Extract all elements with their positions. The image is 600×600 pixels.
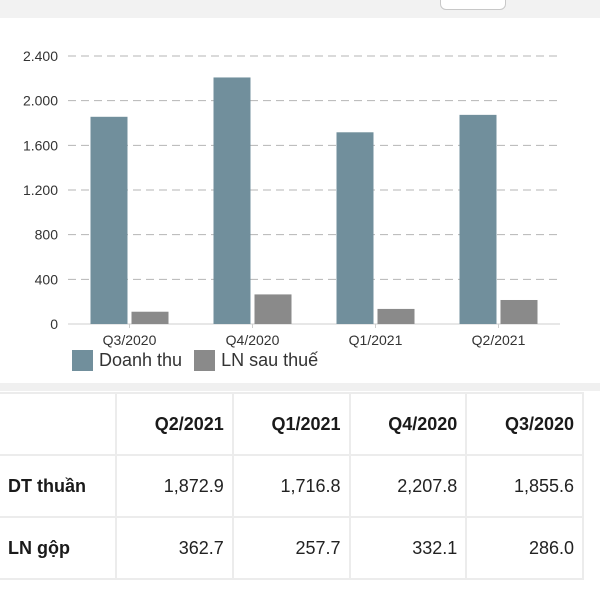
chart-legend: Doanh thu LN sau thuế [72, 348, 330, 372]
bar-revenue [336, 132, 374, 324]
column-header: Q2/2021 [115, 392, 234, 456]
table-header-row: Q2/2021 Q1/2021 Q4/2020 Q3/2020 [0, 392, 584, 456]
bar-revenue [90, 116, 128, 324]
y-tick-label: 2.000 [23, 93, 58, 109]
table-row: DT thuần 1,872.9 1,716.8 2,207.8 1,855.6 [0, 454, 584, 518]
y-tick-label: 1.600 [23, 137, 58, 153]
column-header: Q1/2021 [231, 392, 351, 456]
bar-profit [131, 311, 169, 324]
bar-revenue [459, 114, 497, 324]
table-cell: 362.7 [115, 516, 234, 580]
legend-item-revenue[interactable]: Doanh thu [72, 349, 183, 371]
y-tick-label: 800 [35, 227, 59, 243]
table-corner-cell [0, 392, 117, 456]
bar-chart: 0 400 800 1.200 1.600 2.000 2.400 Q3/2020 Q4/202… [23, 48, 560, 348]
y-tick-label: 1.200 [23, 182, 58, 198]
legend-swatch-revenue [72, 349, 93, 371]
top-action-button[interactable] [440, 0, 506, 10]
legend-swatch-profit [194, 349, 216, 371]
bar-profit [377, 308, 415, 324]
financial-table: Q2/2021 Q1/2021 Q4/2020 Q3/2020 DT thuần… [0, 392, 584, 580]
table-cell: 286.0 [465, 516, 584, 580]
x-tick-label: Q4/2020 [226, 332, 280, 348]
table-cell: 1,855.6 [465, 454, 584, 518]
bar-revenue [213, 77, 251, 324]
x-tick-label: Q1/2021 [349, 332, 403, 348]
row-label: LN gộp [0, 516, 117, 580]
y-tick-label: 2.400 [23, 48, 58, 64]
bar-profit [500, 299, 538, 324]
bar-profit [254, 294, 292, 324]
legend-item-profit[interactable]: LN sau thuế [194, 349, 319, 371]
y-tick-label: 0 [50, 316, 58, 332]
table-cell: 1,872.9 [115, 454, 234, 518]
top-bar [0, 0, 600, 18]
x-tick-label: Q2/2021 [472, 332, 526, 348]
section-divider [0, 383, 600, 391]
y-tick-label: 400 [35, 271, 59, 287]
column-header: Q3/2020 [465, 392, 584, 456]
x-tick-label: Q3/2020 [103, 332, 157, 348]
legend-label-profit: LN sau thuế [221, 349, 319, 370]
row-label: DT thuần [0, 454, 117, 518]
table-cell: 257.7 [231, 516, 351, 580]
legend-label-revenue: Doanh thu [99, 349, 183, 370]
table-cell: 332.1 [348, 516, 468, 580]
table-cell: 1,716.8 [231, 454, 351, 518]
table-row: LN gộp 362.7 257.7 332.1 286.0 [0, 516, 584, 580]
table-cell: 2,207.8 [348, 454, 468, 518]
column-header: Q4/2020 [348, 392, 468, 456]
